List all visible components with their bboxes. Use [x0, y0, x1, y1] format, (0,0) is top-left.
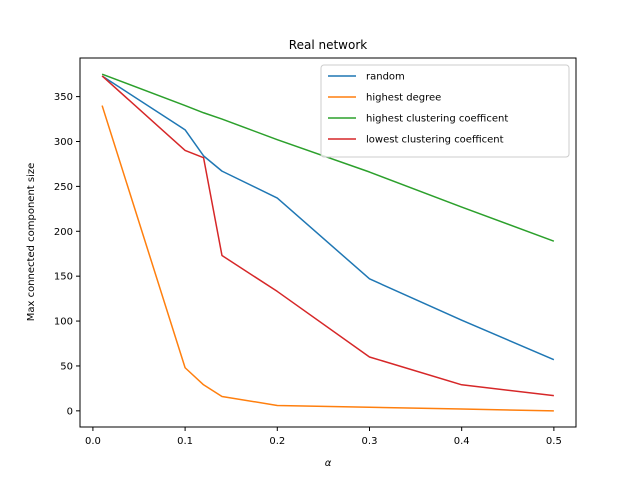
axes-frame — [79, 57, 577, 428]
y-tick-label: 350 — [54, 92, 73, 103]
chart-title: Real network — [289, 38, 367, 52]
legend-label: random — [366, 72, 405, 83]
y-tick-label: 50 — [60, 361, 73, 372]
series-line-1 — [101, 105, 554, 412]
series-line-2 — [101, 73, 555, 242]
x-tick-label: 0.2 — [269, 436, 285, 447]
y-tick-label: 200 — [54, 227, 73, 238]
x-axis-label: α — [325, 458, 332, 469]
x-axis: 0.0 0.1 0.2 0.3 0.4 0.5 — [85, 427, 562, 447]
y-tick-label: 300 — [54, 137, 73, 148]
y-tick-label: 0 — [67, 406, 73, 417]
legend-label: highest degree — [366, 93, 441, 104]
series-line-3 — [101, 75, 554, 397]
series-line-0 — [101, 75, 555, 361]
y-tick-label: 100 — [54, 317, 73, 328]
x-tick-label: 0.1 — [177, 436, 193, 447]
y-axis-label: Max connected component size — [26, 163, 37, 322]
x-tick-label: 0.3 — [362, 436, 378, 447]
plot-series — [101, 73, 555, 412]
legend-label: lowest clustering coefficent — [366, 135, 504, 146]
y-tick-label: 150 — [54, 272, 73, 283]
legend-box — [320, 64, 570, 158]
x-tick-label: 0.5 — [546, 436, 562, 447]
y-tick-label: 250 — [54, 182, 73, 193]
x-tick-label: 0.0 — [85, 436, 101, 447]
legend: random highest degree highest clustering c… — [320, 64, 570, 158]
x-tick-label: 0.4 — [454, 436, 470, 447]
y-axis: 0 50 100 150 200 250 300 350 — [54, 92, 80, 417]
legend-label: highest clustering coefficent — [366, 114, 508, 125]
